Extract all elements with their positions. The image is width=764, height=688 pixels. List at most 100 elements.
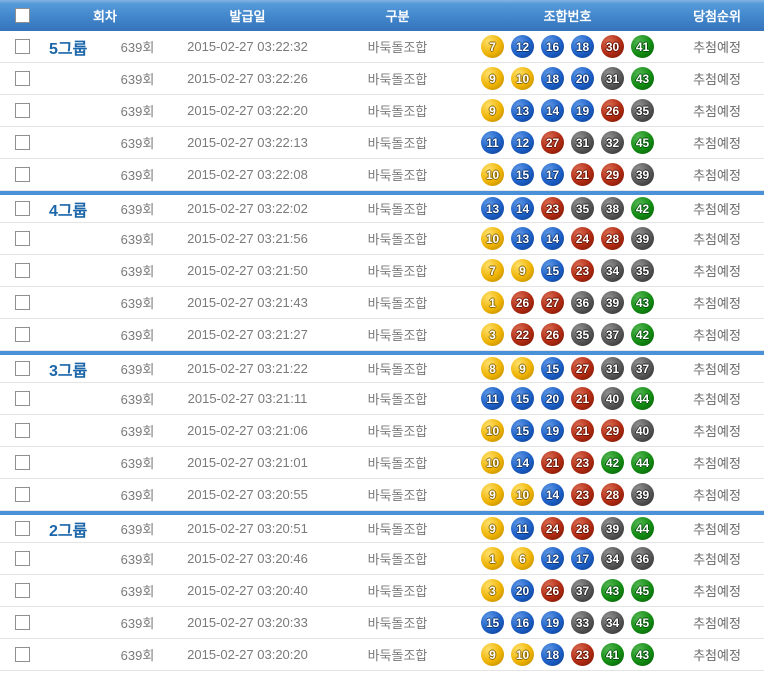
table-row: 5그룹 639회 2015-02-27 03:22:32 바둑돌조합 7 12 16… bbox=[0, 31, 764, 63]
ball-list: 9 10 18 23 41 43 bbox=[465, 643, 670, 666]
row-checkbox-cell bbox=[0, 263, 45, 278]
row-checkbox[interactable] bbox=[15, 455, 30, 470]
lotto-ball: 1 bbox=[481, 291, 504, 314]
round-value: 639회 bbox=[120, 202, 155, 217]
row-checkbox[interactable] bbox=[15, 39, 30, 54]
lotto-ball: 44 bbox=[631, 451, 654, 474]
row-checkbox-cell bbox=[0, 583, 45, 598]
type-value: 바둑돌조합 bbox=[367, 552, 428, 567]
row-checkbox[interactable] bbox=[15, 583, 30, 598]
lotto-ball: 28 bbox=[571, 517, 594, 540]
row-checkbox[interactable] bbox=[15, 167, 30, 182]
lotto-ball: 13 bbox=[511, 99, 534, 122]
rank-status: 추첨예정 bbox=[693, 522, 741, 537]
lotto-ball: 27 bbox=[571, 357, 594, 380]
lotto-ball: 10 bbox=[481, 227, 504, 250]
select-all-checkbox[interactable] bbox=[15, 8, 30, 23]
issue-date-value: 2015-02-27 03:22:02 bbox=[187, 201, 308, 216]
lotto-ball: 15 bbox=[511, 387, 534, 410]
rank-status: 추첨예정 bbox=[693, 264, 741, 279]
ball-list: 3 22 26 35 37 42 bbox=[465, 323, 670, 346]
row-checkbox[interactable] bbox=[15, 135, 30, 150]
lotto-ball: 41 bbox=[631, 35, 654, 58]
issue-date-value: 2015-02-27 03:22:20 bbox=[187, 103, 308, 118]
lotto-ball: 35 bbox=[631, 259, 654, 282]
round-value: 639회 bbox=[120, 456, 155, 471]
lotto-ball: 34 bbox=[601, 547, 624, 570]
lotto-ball: 17 bbox=[571, 547, 594, 570]
row-checkbox[interactable] bbox=[15, 103, 30, 118]
ball-list: 15 16 19 33 34 45 bbox=[465, 611, 670, 634]
round-value: 639회 bbox=[120, 616, 155, 631]
table-row: 639회 2015-02-27 03:20:40 바둑돌조합 3 20 26 37 43… bbox=[0, 575, 764, 607]
lotto-ball: 39 bbox=[631, 483, 654, 506]
row-checkbox[interactable] bbox=[15, 71, 30, 86]
row-checkbox-cell bbox=[0, 103, 45, 118]
round-value: 639회 bbox=[120, 40, 155, 55]
lotto-ball: 21 bbox=[571, 163, 594, 186]
round-value: 639회 bbox=[120, 522, 155, 537]
ball-list: 8 9 15 27 31 37 bbox=[465, 357, 670, 380]
row-checkbox[interactable] bbox=[15, 391, 30, 406]
lotto-ball: 10 bbox=[511, 643, 534, 666]
lotto-ball: 28 bbox=[601, 483, 624, 506]
lotto-ball: 39 bbox=[631, 227, 654, 250]
lotto-ball: 31 bbox=[601, 67, 624, 90]
row-checkbox[interactable] bbox=[15, 263, 30, 278]
lotto-ball: 29 bbox=[601, 419, 624, 442]
ball-list: 9 13 14 19 26 35 bbox=[465, 99, 670, 122]
ball-list: 9 10 18 20 31 43 bbox=[465, 67, 670, 90]
rank-status: 추첨예정 bbox=[693, 168, 741, 183]
type-value: 바둑돌조합 bbox=[367, 202, 428, 217]
type-value: 바둑돌조합 bbox=[367, 424, 428, 439]
table-row: 639회 2015-02-27 03:22:08 바둑돌조합 10 15 17 21 2… bbox=[0, 159, 764, 191]
column-header-issue-date: 발급일 bbox=[229, 9, 266, 24]
header-checkbox-cell bbox=[0, 8, 45, 23]
lotto-ball: 11 bbox=[481, 387, 504, 410]
lotto-ball: 34 bbox=[601, 259, 624, 282]
ball-list: 3 20 26 37 43 45 bbox=[465, 579, 670, 602]
row-checkbox[interactable] bbox=[15, 487, 30, 502]
lotto-ball: 43 bbox=[631, 291, 654, 314]
issue-date-value: 2015-02-27 03:21:11 bbox=[187, 391, 308, 406]
lotto-ball: 28 bbox=[601, 227, 624, 250]
row-checkbox[interactable] bbox=[15, 327, 30, 342]
lotto-ball: 34 bbox=[601, 611, 624, 634]
issue-date-value: 2015-02-27 03:20:46 bbox=[187, 551, 308, 566]
row-checkbox[interactable] bbox=[15, 201, 30, 216]
lotto-ball: 42 bbox=[601, 451, 624, 474]
lotto-ball: 20 bbox=[541, 387, 564, 410]
lotto-ball: 15 bbox=[511, 419, 534, 442]
lotto-ball: 43 bbox=[601, 579, 624, 602]
row-checkbox[interactable] bbox=[15, 521, 30, 536]
type-value: 바둑돌조합 bbox=[367, 40, 428, 55]
row-checkbox[interactable] bbox=[15, 295, 30, 310]
issue-date-value: 2015-02-27 03:21:06 bbox=[187, 423, 308, 438]
row-checkbox[interactable] bbox=[15, 647, 30, 662]
lotto-ball: 15 bbox=[481, 611, 504, 634]
round-value: 639회 bbox=[120, 488, 155, 503]
lotto-ball: 20 bbox=[511, 579, 534, 602]
row-checkbox[interactable] bbox=[15, 231, 30, 246]
lotto-ball: 15 bbox=[511, 163, 534, 186]
lotto-ball: 21 bbox=[571, 387, 594, 410]
row-checkbox-cell bbox=[0, 551, 45, 566]
table-row: 639회 2015-02-27 03:21:50 바둑돌조합 7 9 15 23 34 3… bbox=[0, 255, 764, 287]
row-checkbox[interactable] bbox=[15, 423, 30, 438]
table-row: 3그룹 639회 2015-02-27 03:21:22 바둑돌조합 8 9 15 2… bbox=[0, 351, 764, 383]
ball-list: 11 15 20 21 40 44 bbox=[465, 387, 670, 410]
row-checkbox[interactable] bbox=[15, 615, 30, 630]
type-value: 바둑돌조합 bbox=[367, 264, 428, 279]
rank-status: 추첨예정 bbox=[693, 136, 741, 151]
row-checkbox[interactable] bbox=[15, 551, 30, 566]
row-checkbox[interactable] bbox=[15, 361, 30, 376]
ball-list: 11 12 27 31 32 45 bbox=[465, 131, 670, 154]
ball-list: 13 14 23 35 38 42 bbox=[465, 197, 670, 220]
issue-date-value: 2015-02-27 03:20:51 bbox=[187, 521, 308, 536]
table-row: 639회 2015-02-27 03:22:20 바둑돌조합 9 13 14 19 26… bbox=[0, 95, 764, 127]
ball-list: 10 14 21 23 42 44 bbox=[465, 451, 670, 474]
lotto-ball: 18 bbox=[571, 35, 594, 58]
lotto-ball: 41 bbox=[601, 643, 624, 666]
issue-date-value: 2015-02-27 03:21:56 bbox=[187, 231, 308, 246]
type-value: 바둑돌조합 bbox=[367, 232, 428, 247]
